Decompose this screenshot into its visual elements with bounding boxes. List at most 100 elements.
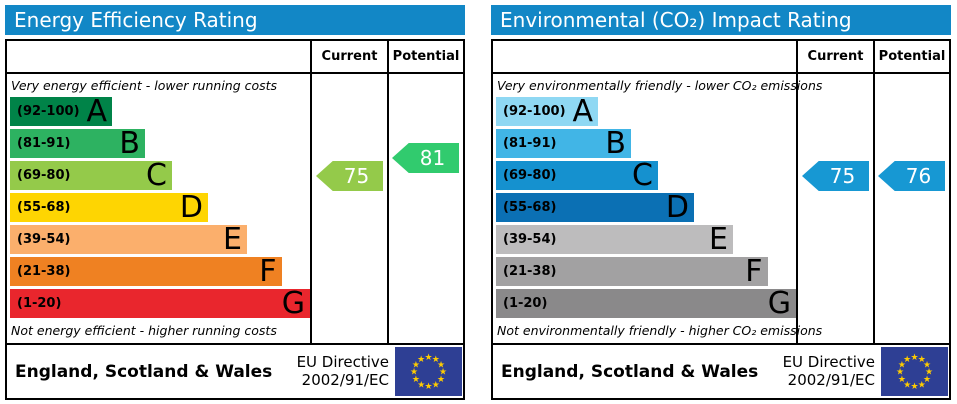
rating-scale-row: Very environmentally friendly - lower CO…: [493, 74, 949, 345]
header-spacer-cell: [7, 41, 310, 72]
band-letter: D: [665, 189, 689, 225]
eu-star: ★: [903, 355, 911, 365]
band-range: (69-80): [503, 168, 557, 183]
band-b: (81-91) B: [496, 125, 631, 161]
rating-scale-cell: Very energy efficient - lower running co…: [7, 74, 310, 343]
eu-star: ★: [417, 380, 425, 390]
band-range: (69-80): [17, 168, 71, 183]
eu-star: ★: [898, 361, 906, 371]
band-a: (92-100) A: [496, 93, 598, 129]
band-d: (55-68) D: [10, 189, 208, 225]
top-note: Very environmentally friendly - lower CO…: [497, 78, 823, 93]
band-range: (92-100): [17, 104, 80, 119]
eu-star: ★: [439, 368, 447, 378]
eu-flag-icon: ★ ★★★★★★★★★★★: [395, 347, 462, 396]
top-note: Very energy efficient - lower running co…: [11, 78, 278, 93]
band-g: (1-20) G: [496, 285, 796, 321]
rating-scale-row: Very energy efficient - lower running co…: [7, 74, 463, 345]
eu-star: ★: [923, 375, 931, 385]
band-range: (55-68): [503, 200, 557, 215]
band-c: (69-80) C: [10, 157, 172, 193]
potential-rating-arrow: 76: [878, 161, 945, 191]
band-range: (81-91): [503, 136, 557, 151]
band-a: (92-100) A: [10, 93, 112, 129]
panel-title-co2: Environmental (CO₂) Impact Rating: [491, 5, 951, 35]
band-letter: E: [223, 221, 242, 257]
band-letter: G: [281, 285, 305, 321]
band-b: (81-91) B: [10, 125, 145, 161]
eu-star: ★: [903, 380, 911, 390]
potential-rating-arrow: 81: [392, 143, 459, 173]
band-letter: D: [179, 189, 203, 225]
band-range: (39-54): [503, 232, 557, 247]
bottom-note: Not energy efficient - higher running co…: [11, 323, 277, 338]
band-letter: E: [709, 221, 728, 257]
band-letter: B: [605, 125, 626, 161]
band-letter: A: [572, 93, 593, 129]
potential-rating-cell: 81: [387, 74, 463, 343]
band-range: (81-91): [17, 136, 71, 151]
rating-scale-cell: Very environmentally friendly - lower CO…: [493, 74, 823, 343]
column-header-row: Current Potential: [493, 41, 949, 74]
band-e: (39-54) E: [496, 221, 733, 257]
eu-star: ★: [424, 353, 432, 363]
eu-star: ★: [437, 360, 445, 370]
current-rating-cell: 75: [310, 74, 387, 343]
bottom-note: Not environmentally friendly - higher CO…: [497, 323, 823, 338]
header-spacer-cell: [493, 41, 796, 72]
band-range: (21-38): [17, 264, 71, 279]
eu-flag-icon: ★ ★★★★★★★★★★★: [881, 347, 948, 396]
band-letter: G: [767, 285, 791, 321]
eu-star: ★: [432, 355, 440, 365]
current-rating-cell: 75: [796, 74, 873, 343]
band-range: (55-68): [17, 200, 71, 215]
rating-bands: (92-100) A (81-91) B (69-80) C (55-68) D (39-54)…: [493, 96, 796, 318]
band-range: (39-54): [17, 232, 71, 247]
band-letter: A: [86, 93, 107, 129]
eu-star: ★: [417, 355, 425, 365]
band-g: (1-20) G: [10, 285, 310, 321]
eu-directive-label: EU Directive 2002/91/EC: [782, 353, 875, 389]
panel-energy-efficiency: Energy Efficiency Rating Current Potenti…: [5, 5, 465, 400]
rating-bands: (92-100) A (81-91) B (69-80) C (55-68) D (39-54)…: [7, 96, 310, 318]
eu-star: ★: [412, 375, 420, 385]
eu-star: ★: [923, 360, 931, 370]
eu-star: ★: [412, 361, 420, 371]
column-header-row: Current Potential: [7, 41, 463, 74]
panel-title-energy: Energy Efficiency Rating: [5, 5, 465, 35]
table-footer: England, Scotland & Wales EU Directive 2…: [7, 345, 463, 398]
eu-star: ★: [437, 375, 445, 385]
band-range: (1-20): [17, 296, 62, 311]
table-footer: England, Scotland & Wales EU Directive 2…: [493, 345, 949, 398]
band-f: (21-38) F: [10, 256, 282, 286]
current-column-header: Current: [310, 41, 387, 72]
band-letter: B: [119, 125, 140, 161]
co2-rating-table: Current Potential Very environmentally f…: [491, 39, 951, 400]
band-letter: C: [146, 157, 167, 193]
eu-star: ★: [898, 375, 906, 385]
eu-directive-line1: EU Directive: [782, 353, 875, 372]
eu-directive-label: EU Directive 2002/91/EC: [296, 353, 389, 389]
eu-star: ★: [432, 380, 440, 390]
band-range: (1-20): [503, 296, 548, 311]
potential-column-header: Potential: [873, 41, 949, 72]
band-f: (21-38) F: [496, 256, 768, 286]
eu-directive-line1: EU Directive: [296, 353, 389, 372]
eu-star: ★: [410, 368, 418, 378]
potential-rating-cell: 76: [873, 74, 949, 343]
panel-environmental-co2: Environmental (CO₂) Impact Rating Curren…: [491, 5, 951, 400]
current-rating-arrow: 75: [802, 161, 869, 191]
band-c: (69-80) C: [496, 160, 658, 190]
eu-star: ★: [910, 353, 918, 363]
eu-star: ★: [910, 382, 918, 392]
eu-star: ★: [925, 368, 933, 378]
eu-star: ★: [918, 380, 926, 390]
region-label: England, Scotland & Wales: [15, 361, 273, 382]
band-range: (21-38): [503, 264, 557, 279]
band-range: (92-100): [503, 104, 566, 119]
region-label: England, Scotland & Wales: [501, 361, 759, 382]
eu-star: ★: [918, 355, 926, 365]
current-column-header: Current: [796, 41, 873, 72]
eu-directive-line2: 2002/91/EC: [787, 370, 875, 389]
